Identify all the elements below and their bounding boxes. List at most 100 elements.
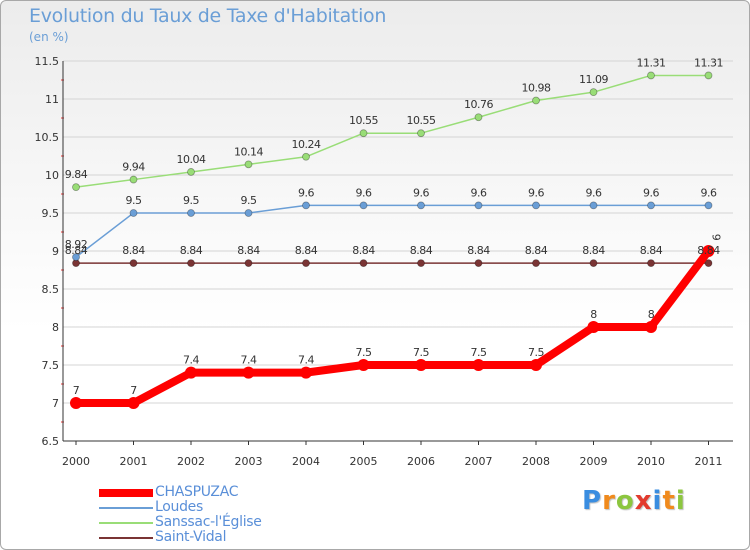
data-point: [359, 129, 368, 138]
data-point: [589, 201, 598, 210]
data-point: [530, 359, 542, 371]
data-label: 8.92: [65, 238, 88, 251]
data-label: 7: [130, 384, 137, 397]
logo-letter: x: [634, 486, 653, 516]
logo-letter: r: [602, 486, 616, 516]
data-label: 9: [710, 234, 723, 241]
legend-swatch: [99, 521, 153, 524]
data-point: [532, 259, 540, 268]
data-point: [359, 259, 368, 268]
data-label: 9.6: [701, 186, 717, 199]
legend-item: Sanssac-l'Église: [99, 515, 262, 530]
data-label: 9.84: [65, 168, 88, 181]
data-label: 7.5: [356, 346, 372, 359]
data-point: [647, 201, 655, 210]
data-label: 9.6: [471, 186, 487, 199]
data-point: [187, 168, 195, 176]
data-label: 9.6: [356, 186, 372, 199]
x-tick-label: 2001: [120, 455, 148, 468]
logo-letter: i: [675, 486, 686, 516]
data-label: 7.4: [298, 354, 314, 367]
data-point: [417, 259, 425, 268]
data-point: [589, 259, 598, 268]
data-point: [129, 209, 138, 217]
data-label: 8.84: [180, 244, 203, 257]
data-label: 8.84: [237, 244, 260, 257]
data-label: 8.84: [352, 244, 375, 257]
data-point: [359, 201, 368, 210]
x-tick-label: 2006: [407, 455, 435, 468]
x-tick-label: 2003: [235, 455, 263, 468]
data-label: 7: [73, 384, 80, 397]
data-label: 11.31: [637, 56, 666, 69]
data-label: 8.84: [582, 244, 605, 257]
data-label: 9.6: [528, 186, 544, 199]
data-point: [474, 259, 483, 268]
legend-label: Sanssac-l'Église: [155, 514, 262, 530]
data-label: 7.5: [413, 346, 429, 359]
data-label: 7.5: [471, 346, 487, 359]
chart-subtitle: (en %): [29, 30, 69, 44]
data-label: 9.6: [643, 186, 659, 199]
data-point: [587, 321, 600, 333]
data-point: [474, 201, 483, 210]
data-label: 8.84: [295, 244, 318, 257]
x-tick-label: 2000: [62, 455, 90, 468]
data-point: [702, 245, 715, 257]
data-label: 9.6: [298, 186, 314, 199]
data-point: [472, 359, 485, 371]
data-label: 11.31: [694, 56, 723, 69]
data-point: [417, 201, 425, 210]
legend-label: CHASPUZAC: [155, 484, 239, 500]
data-point: [185, 366, 197, 379]
data-point: [72, 253, 80, 261]
chart-title: Evolution du Taux de Taxe d'Habitation: [29, 5, 387, 27]
data-label: 9.5: [126, 194, 142, 207]
data-point: [187, 209, 195, 217]
data-label: 10.55: [407, 114, 436, 127]
y-tick-label: 9.5: [42, 207, 60, 220]
data-point: [645, 321, 657, 333]
chart-legend: CHASPUZAC Loudes Sanssac-l'Église Saint-Vid…: [99, 485, 262, 545]
data-point: [704, 259, 713, 268]
data-label: 7.5: [528, 346, 544, 359]
data-label: 8.84: [640, 244, 663, 257]
data-label: 10.55: [349, 114, 378, 127]
series-line: [75, 74, 710, 188]
proxiti-logo: Proxiti: [582, 486, 686, 516]
data-label: 7.4: [183, 354, 199, 367]
data-point: [415, 359, 427, 371]
data-label: 8: [648, 308, 655, 321]
data-point: [244, 259, 253, 268]
data-label: 8.84: [697, 244, 720, 257]
logo-letter: t: [662, 486, 676, 516]
legend-swatch: [99, 506, 153, 509]
y-tick-label: 9: [52, 245, 59, 258]
data-point: [532, 96, 540, 105]
data-point: [244, 209, 253, 217]
x-tick-label: 2002: [177, 455, 205, 468]
data-label: 9.5: [183, 194, 199, 207]
y-tick-label: 11: [45, 93, 59, 106]
data-point: [589, 88, 598, 97]
data-point: [129, 259, 138, 268]
data-point: [302, 259, 310, 268]
x-tick-label: 2010: [637, 455, 665, 468]
logo-letter: o: [615, 486, 635, 516]
data-point: [532, 201, 540, 210]
data-point: [129, 175, 138, 184]
x-tick-label: 2008: [522, 455, 550, 468]
series-line: [72, 247, 713, 407]
data-point: [70, 397, 82, 409]
x-tick-label: 2005: [350, 455, 378, 468]
data-label: 10.24: [292, 138, 321, 151]
data-point: [357, 359, 370, 371]
data-point: [244, 160, 253, 169]
data-point: [704, 71, 713, 80]
data-point: [302, 201, 310, 210]
legend-label: Saint-Vidal: [155, 529, 227, 545]
legend-item: Saint-Vidal: [99, 530, 262, 545]
data-label: 8.84: [122, 244, 145, 257]
